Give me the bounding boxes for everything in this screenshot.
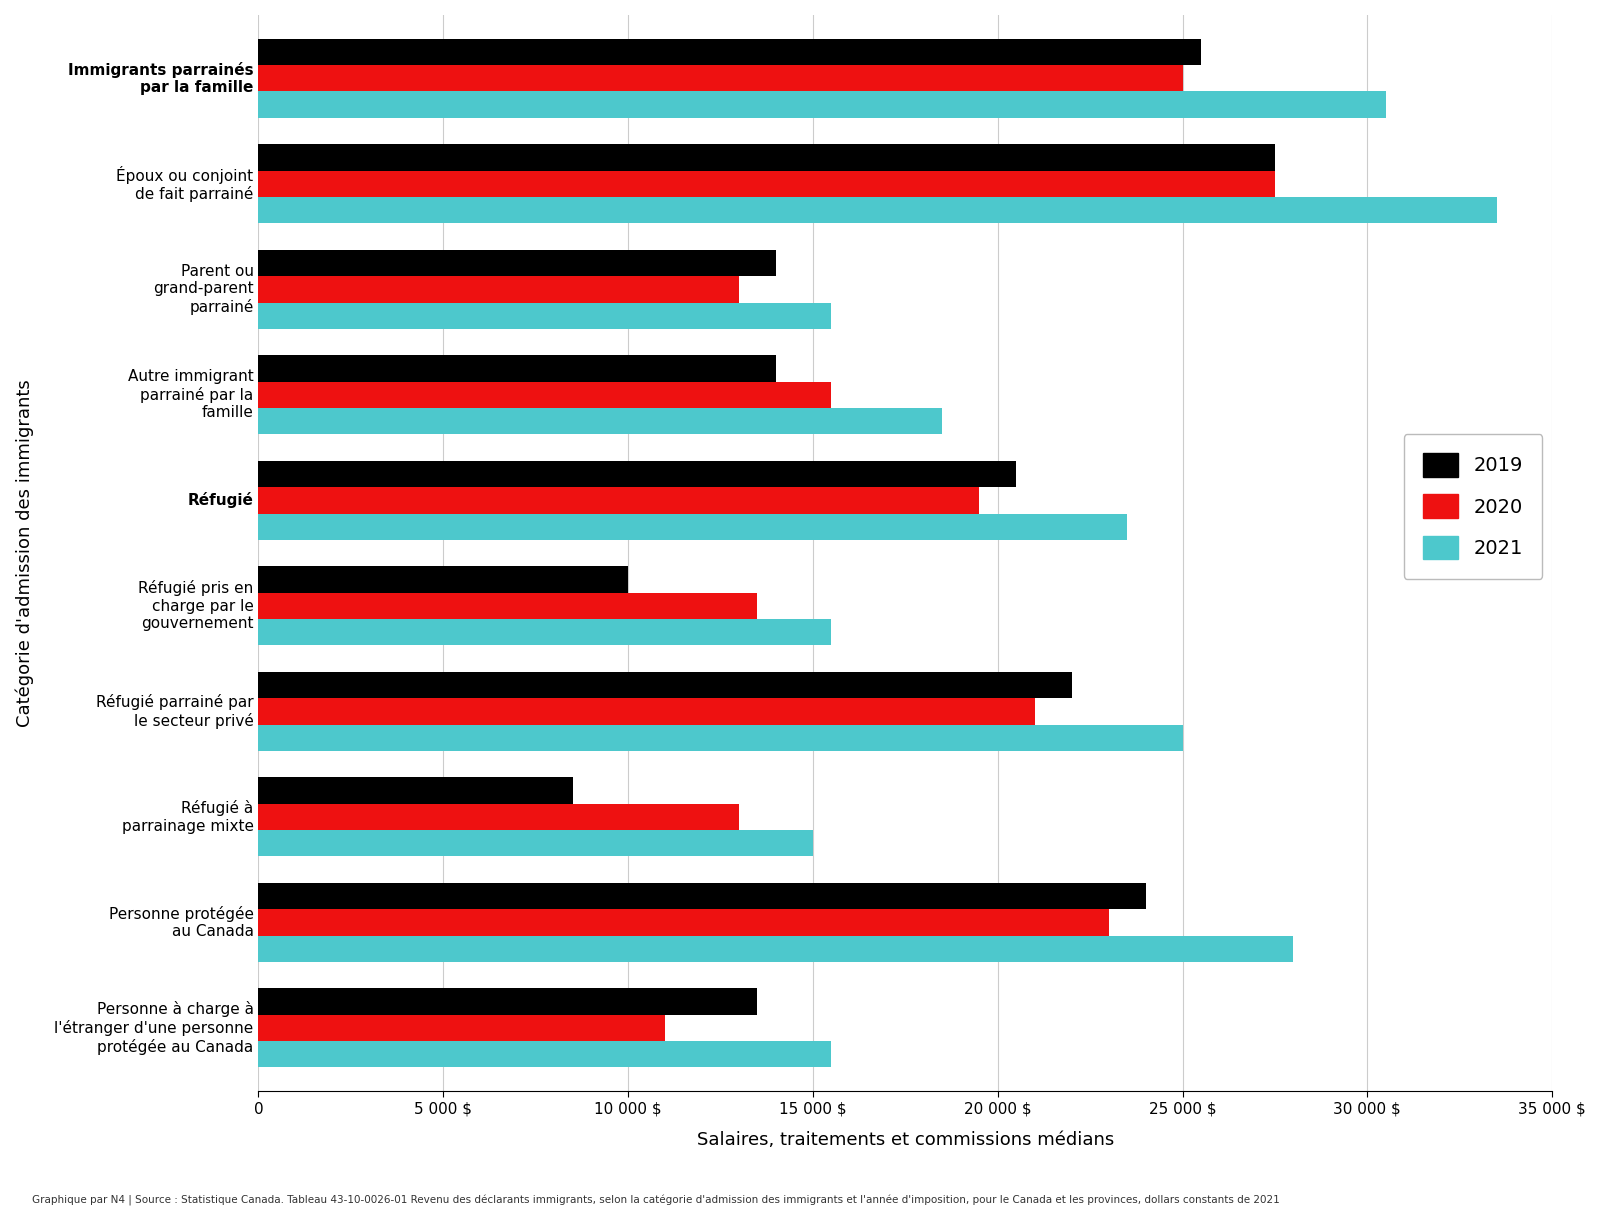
Bar — [258, 144, 1274, 171]
Bar — [258, 198, 1497, 223]
Bar — [258, 777, 573, 804]
Bar — [258, 171, 1274, 198]
Bar — [258, 936, 1294, 962]
Bar — [258, 698, 1034, 725]
Bar — [258, 382, 831, 408]
X-axis label: Salaires, traitements et commissions médians: Salaires, traitements et commissions méd… — [696, 1131, 1114, 1149]
Bar — [258, 65, 1183, 91]
Bar — [258, 461, 1017, 487]
Bar — [258, 671, 1071, 698]
Bar — [258, 619, 831, 646]
Bar — [258, 725, 1183, 751]
Bar — [258, 355, 776, 382]
Bar — [258, 39, 1201, 65]
Y-axis label: Catégorie d'admission des immigrants: Catégorie d'admission des immigrants — [14, 379, 34, 727]
Bar — [258, 487, 980, 514]
Bar — [258, 830, 813, 857]
Text: Graphique par N4 | Source : Statistique Canada. Tableau 43-10-0026-01 Revenu des: Graphique par N4 | Source : Statistique … — [32, 1195, 1279, 1206]
Bar — [258, 303, 831, 328]
Bar — [258, 804, 740, 830]
Bar — [258, 1041, 831, 1068]
Bar — [258, 276, 740, 303]
Bar — [258, 250, 776, 276]
Bar — [258, 1014, 664, 1041]
Bar — [258, 909, 1108, 936]
Bar — [258, 514, 1127, 539]
Bar — [258, 566, 628, 593]
Bar — [258, 593, 757, 619]
Bar — [258, 408, 943, 434]
Legend: 2019, 2020, 2021: 2019, 2020, 2021 — [1404, 434, 1542, 579]
Bar — [258, 91, 1386, 118]
Bar — [258, 882, 1146, 909]
Bar — [258, 988, 757, 1014]
